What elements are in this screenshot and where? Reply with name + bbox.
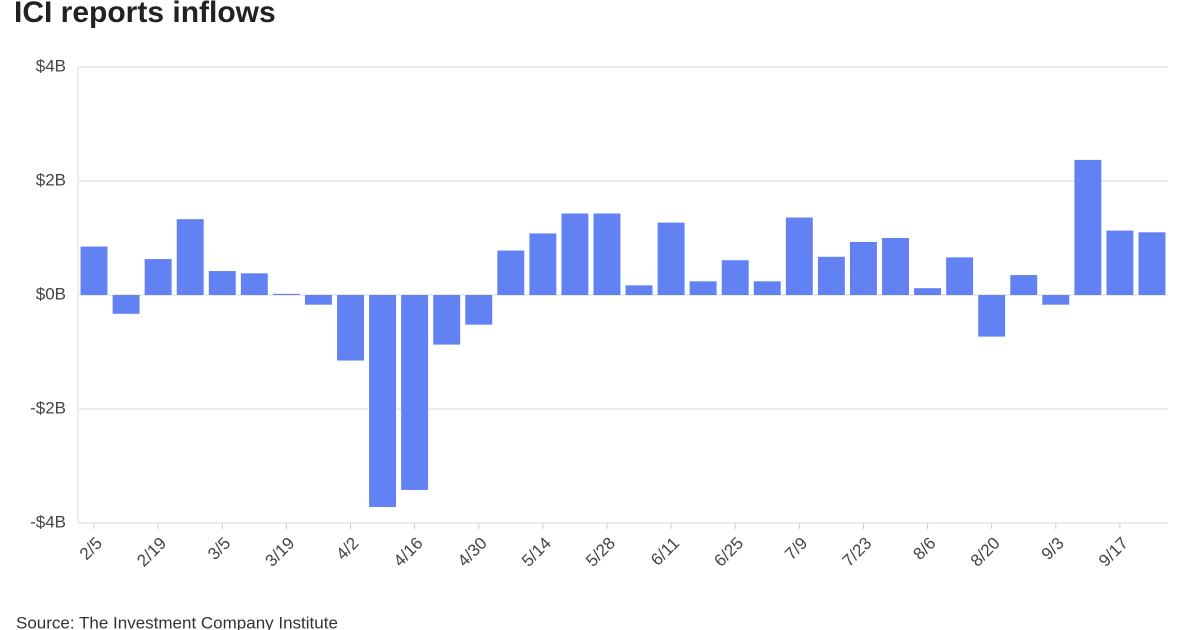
x-tick-label: 5/28: [582, 534, 619, 571]
x-tick-label: 9/17: [1095, 534, 1132, 571]
y-tick-label: $2B: [36, 170, 66, 189]
bar: [1138, 232, 1166, 295]
bar: [1074, 159, 1102, 295]
bar: [1010, 275, 1038, 295]
bar: [529, 233, 557, 295]
y-tick-label: $0B: [36, 284, 66, 303]
x-tick-label: 5/14: [518, 534, 555, 571]
bar: [625, 285, 653, 295]
x-tick-label: 6/11: [647, 534, 683, 570]
x-tick-label: 4/16: [390, 534, 427, 571]
x-tick-label: 7/23: [839, 534, 876, 571]
bar: [80, 246, 108, 295]
bar: [465, 295, 493, 325]
bar: [882, 238, 909, 295]
bar: [272, 293, 300, 295]
bar: [849, 241, 877, 295]
bar: [1042, 295, 1070, 305]
y-tick-label: -$4B: [30, 512, 66, 531]
x-tick-label: 9/3: [1038, 534, 1068, 564]
bar: [497, 250, 525, 295]
x-tick-label: 8/6: [909, 534, 939, 564]
bar: [112, 295, 140, 314]
x-tick-label: 3/19: [262, 534, 299, 571]
x-tick-label: 3/5: [204, 534, 234, 564]
bar: [433, 295, 461, 345]
x-tick-label: 4/30: [454, 534, 491, 571]
bar: [304, 295, 332, 305]
x-tick-label: 2/5: [76, 534, 106, 564]
bar: [593, 213, 621, 295]
source-note: Source: The Investment Company Institute: [16, 613, 338, 630]
bar: [208, 271, 236, 295]
bar: [240, 273, 268, 295]
bar: [337, 295, 364, 361]
bar: [561, 213, 589, 295]
bar: [401, 295, 429, 490]
x-tick-label: 8/20: [967, 534, 1004, 571]
bar: [689, 281, 717, 295]
bar: [144, 259, 172, 295]
bar: [176, 219, 204, 295]
bar: [817, 256, 845, 295]
bar: [1106, 230, 1134, 295]
bar: [785, 217, 813, 295]
bar: [946, 257, 974, 295]
bar: [369, 295, 397, 508]
chart-title: ICI reports inflows: [14, 0, 276, 29]
y-tick-label: $4B: [36, 56, 66, 75]
x-tick-label: 7/9: [781, 534, 811, 564]
x-tick-label: 4/2: [332, 534, 362, 564]
y-tick-label: -$2B: [30, 398, 66, 417]
bar: [657, 222, 685, 295]
bar: [721, 260, 749, 295]
bar: [914, 288, 942, 295]
x-tick-label: 2/19: [133, 534, 170, 571]
bar: [978, 295, 1006, 337]
bar: [753, 281, 781, 295]
x-tick-label: 6/25: [710, 534, 747, 571]
